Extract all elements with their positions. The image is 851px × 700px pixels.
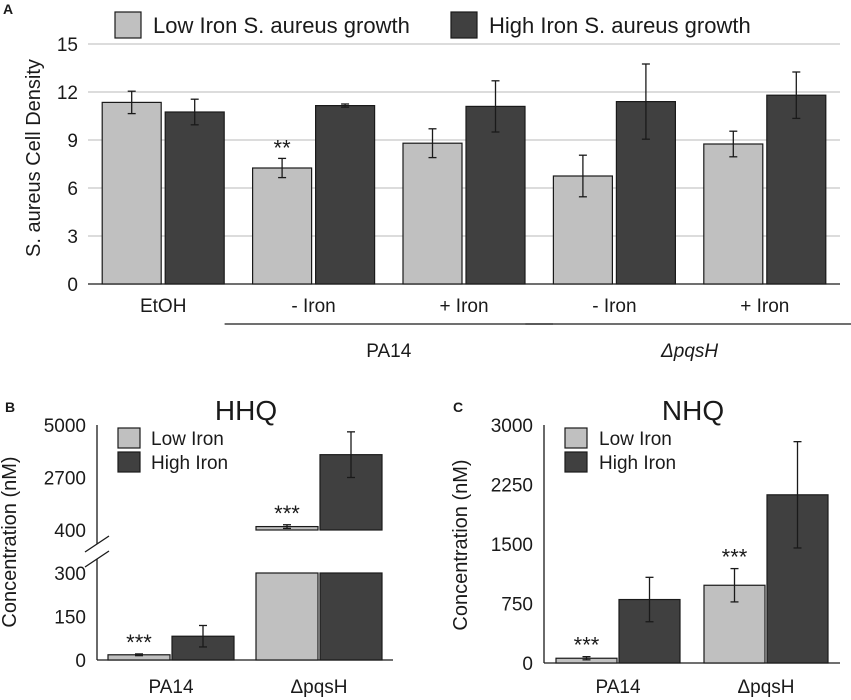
bar-high-iron <box>465 105 526 285</box>
y-tick-label: 150 <box>54 608 86 629</box>
legend-label-low-iron: Low Iron <box>599 429 672 450</box>
legend-swatch-high-iron <box>450 11 478 39</box>
panel-a-bars: ** <box>101 63 827 285</box>
legend-swatch-low-iron <box>114 11 142 39</box>
group-label: ΔpqsH <box>660 341 718 362</box>
panel-a-y-axis-title: S. aureus Cell Density <box>23 59 45 257</box>
y-tick-label: 300 <box>54 564 86 585</box>
bar-low-iron <box>252 167 313 285</box>
significance-marker: *** <box>722 545 748 570</box>
y-tick-label: 2250 <box>491 476 533 497</box>
category-label: + Iron <box>439 296 488 317</box>
y-tick-label: 9 <box>67 131 78 152</box>
category-label: - Iron <box>291 296 335 317</box>
significance-marker: *** <box>574 633 600 658</box>
bar-high-iron <box>315 104 376 285</box>
y-tick-label: 2700 <box>44 469 86 490</box>
y-tick-label: 750 <box>501 595 533 616</box>
significance-marker: *** <box>126 630 152 655</box>
legend-swatch-low-iron <box>564 427 588 449</box>
bar-low-iron <box>402 142 463 285</box>
panel-c-letter: C <box>453 399 463 415</box>
panel-b-category-labels: PA14 ΔpqsH <box>148 677 347 698</box>
bar-low-iron <box>101 101 162 285</box>
y-tick-label: 0 <box>75 651 86 672</box>
panel-a-y-ticks: 0 3 6 9 12 15 <box>57 35 78 296</box>
axis-break-mark <box>84 535 110 553</box>
panel-b-letter: B <box>5 399 15 415</box>
panel-c-legend: Low Iron High Iron <box>564 427 676 474</box>
panel-a-group-labels: PA14 ΔpqsH <box>224 323 851 362</box>
panel-b-y-axis-title: Concentration (nM) <box>0 456 21 627</box>
y-tick-label: 12 <box>57 83 78 104</box>
legend-label-high-iron: High Iron S. aureus growth <box>489 13 751 38</box>
panel-b-title: HHQ <box>215 395 277 426</box>
panel-b-legend: Low Iron High Iron <box>117 427 228 474</box>
category-label: PA14 <box>595 677 641 698</box>
legend-label-low-iron: Low Iron S. aureus growth <box>153 13 410 38</box>
y-tick-label: 0 <box>522 654 533 675</box>
panel-a-legend: Low Iron S. aureus growth High Iron S. a… <box>114 11 751 39</box>
panel-a: A 0 3 6 9 12 15 ** EtOH - Iron + Iron - Iron + Ir… <box>3 1 851 362</box>
bar-low-iron <box>703 143 764 285</box>
panel-c-y-axis-title: Concentration (nM) <box>450 459 472 630</box>
category-label: ΔpqsH <box>737 677 794 698</box>
bar-low-iron-lower-segment <box>255 572 319 661</box>
bar-high-iron <box>164 111 225 285</box>
category-label: - Iron <box>592 296 636 317</box>
panel-b: B HHQ 0 150 300 400 2700 5000 *** *** PA14 Δpqs… <box>0 395 393 698</box>
bar-high-iron-lower-segment <box>319 572 383 661</box>
y-tick-label: 15 <box>57 35 78 56</box>
y-tick-label: 5000 <box>44 416 86 437</box>
panel-c-bars: *** *** <box>555 441 829 664</box>
y-tick-label: 3 <box>67 227 78 248</box>
group-label: PA14 <box>366 341 412 362</box>
significance-marker: ** <box>274 135 292 160</box>
y-tick-label: 400 <box>54 521 86 542</box>
category-label: PA14 <box>148 677 194 698</box>
bar-high-iron <box>766 94 827 285</box>
legend-label-high-iron: High Iron <box>151 453 228 474</box>
panel-b-bars: *** *** <box>107 431 383 661</box>
legend-swatch-low-iron <box>117 427 141 449</box>
legend-label-high-iron: High Iron <box>599 453 676 474</box>
legend-swatch-high-iron <box>117 451 141 473</box>
legend-label-low-iron: Low Iron <box>151 429 224 450</box>
panel-c-title: NHQ <box>662 395 724 426</box>
panel-a-letter: A <box>3 1 13 17</box>
axis-break-mark <box>84 550 110 568</box>
category-label: ΔpqsH <box>290 677 347 698</box>
category-label: + Iron <box>740 296 789 317</box>
category-label: EtOH <box>140 296 186 317</box>
y-tick-label: 0 <box>67 275 78 296</box>
panel-c-category-labels: PA14 ΔpqsH <box>595 677 794 698</box>
significance-marker: *** <box>274 501 300 526</box>
y-tick-label: 6 <box>67 179 78 200</box>
legend-swatch-high-iron <box>564 451 588 473</box>
panel-a-category-labels: EtOH - Iron + Iron - Iron + Iron <box>140 296 789 317</box>
y-tick-label: 1500 <box>491 535 533 556</box>
y-tick-label: 3000 <box>491 416 533 437</box>
